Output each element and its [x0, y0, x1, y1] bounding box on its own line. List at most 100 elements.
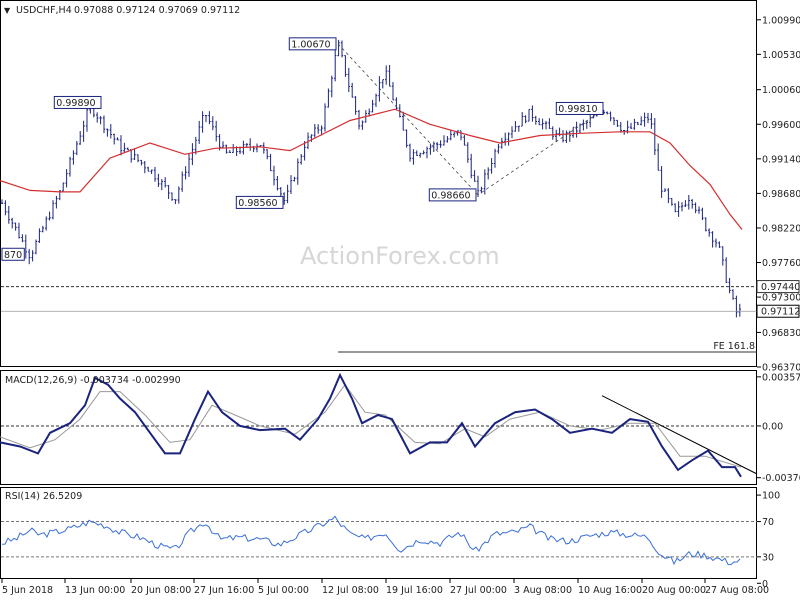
candle	[493, 148, 497, 168]
candle	[616, 119, 619, 127]
candle	[204, 114, 208, 123]
candle	[463, 135, 466, 146]
candle	[255, 143, 259, 153]
candle	[221, 141, 225, 149]
candle	[184, 166, 187, 180]
candle	[385, 65, 388, 85]
candle	[521, 112, 524, 127]
candle	[269, 153, 272, 172]
candle	[708, 228, 711, 237]
candle	[123, 142, 126, 153]
current-price-box	[756, 304, 800, 318]
candle	[24, 234, 27, 259]
rsi-tick-label: 0	[762, 579, 768, 590]
candle	[174, 199, 177, 205]
candle	[153, 166, 157, 182]
macd-panel-frame	[0, 370, 757, 485]
candle	[391, 82, 395, 101]
candle	[340, 40, 344, 58]
candle	[395, 97, 398, 111]
level-label-box	[756, 280, 800, 294]
candle	[585, 120, 588, 129]
candle	[323, 103, 327, 132]
candle	[82, 120, 85, 142]
candle	[337, 39, 340, 57]
candle	[582, 119, 585, 131]
candle	[150, 169, 153, 174]
candle	[704, 217, 707, 232]
candle	[466, 142, 469, 163]
rsi-tick-label: 100	[762, 491, 780, 502]
candle	[181, 171, 184, 192]
candle	[276, 176, 279, 191]
candle	[548, 118, 551, 129]
candle	[262, 142, 265, 154]
candle	[283, 192, 286, 205]
candle	[446, 136, 449, 143]
candle	[266, 149, 269, 160]
candle	[79, 131, 82, 145]
candle	[303, 141, 306, 161]
candle	[687, 194, 690, 210]
candle	[4, 200, 7, 216]
candle	[606, 111, 609, 115]
candle	[109, 124, 112, 139]
dropdown-arrow-icon[interactable]: ▼	[4, 6, 11, 15]
candle	[198, 120, 201, 144]
x-tick-label: 27 Aug 08:00	[705, 585, 769, 596]
candle	[133, 149, 136, 160]
candle	[167, 185, 170, 199]
macd-title: MACD(12,26,9) -0.003734 -0.002990	[5, 375, 181, 386]
projection-dashed-line	[337, 43, 606, 196]
candle	[72, 150, 75, 165]
candle	[442, 135, 446, 146]
candle	[106, 128, 109, 137]
candle	[293, 176, 296, 182]
candle	[361, 120, 364, 130]
candle	[334, 49, 337, 82]
candle	[381, 79, 384, 89]
rsi-panel-frame	[0, 487, 757, 579]
candle	[507, 132, 510, 146]
candle	[612, 117, 616, 126]
candle	[272, 165, 276, 186]
chart-symbol: USDCHF,H4	[16, 5, 72, 16]
price-tick-label: 0.96370	[762, 363, 800, 374]
candle	[691, 199, 694, 209]
fibonacci-extension-label: FE 161.8	[713, 341, 755, 352]
candle	[96, 112, 99, 123]
price-tick-label: 0.97300	[762, 293, 800, 304]
candle	[667, 188, 670, 204]
candle	[674, 203, 677, 213]
candle	[170, 192, 174, 201]
rsi-layer: 100 70 30 0 RSI(14) 26.5209	[1, 491, 780, 590]
price-tick-label: 1.00990	[762, 15, 800, 26]
candle	[38, 228, 41, 244]
candle	[684, 200, 687, 208]
candle	[483, 169, 486, 195]
candle	[347, 67, 350, 93]
x-tick-label: 27 Jul 00:00	[450, 585, 507, 596]
candle	[619, 121, 622, 133]
macd-layer: 0.003574 0.00 -0.003768 MACD(12,26,9) -0.00…	[0, 372, 800, 484]
price-tick-label: 0.99140	[762, 154, 800, 165]
price-annotation: 870	[4, 250, 22, 261]
price-tick-label: 1.00530	[762, 50, 800, 61]
current-price-label: 0.97112	[761, 307, 800, 318]
candle	[164, 177, 167, 188]
chart-ohlc: 0.97088 0.97124 0.97069 0.97112	[74, 5, 240, 16]
price-tick-label: 0.97760	[762, 258, 800, 269]
candle	[34, 239, 38, 255]
candle	[419, 152, 422, 158]
candle	[136, 154, 140, 163]
candle	[609, 111, 612, 122]
rsi-tick-label: 70	[762, 517, 774, 528]
candle	[245, 143, 248, 148]
candle	[694, 202, 697, 214]
x-tick-label: 12 Jul 08:00	[322, 585, 379, 596]
x-tick-label: 10 Aug 16:00	[578, 585, 642, 596]
price-annotation-box	[555, 101, 604, 115]
candle	[119, 135, 123, 156]
candle	[330, 75, 333, 98]
